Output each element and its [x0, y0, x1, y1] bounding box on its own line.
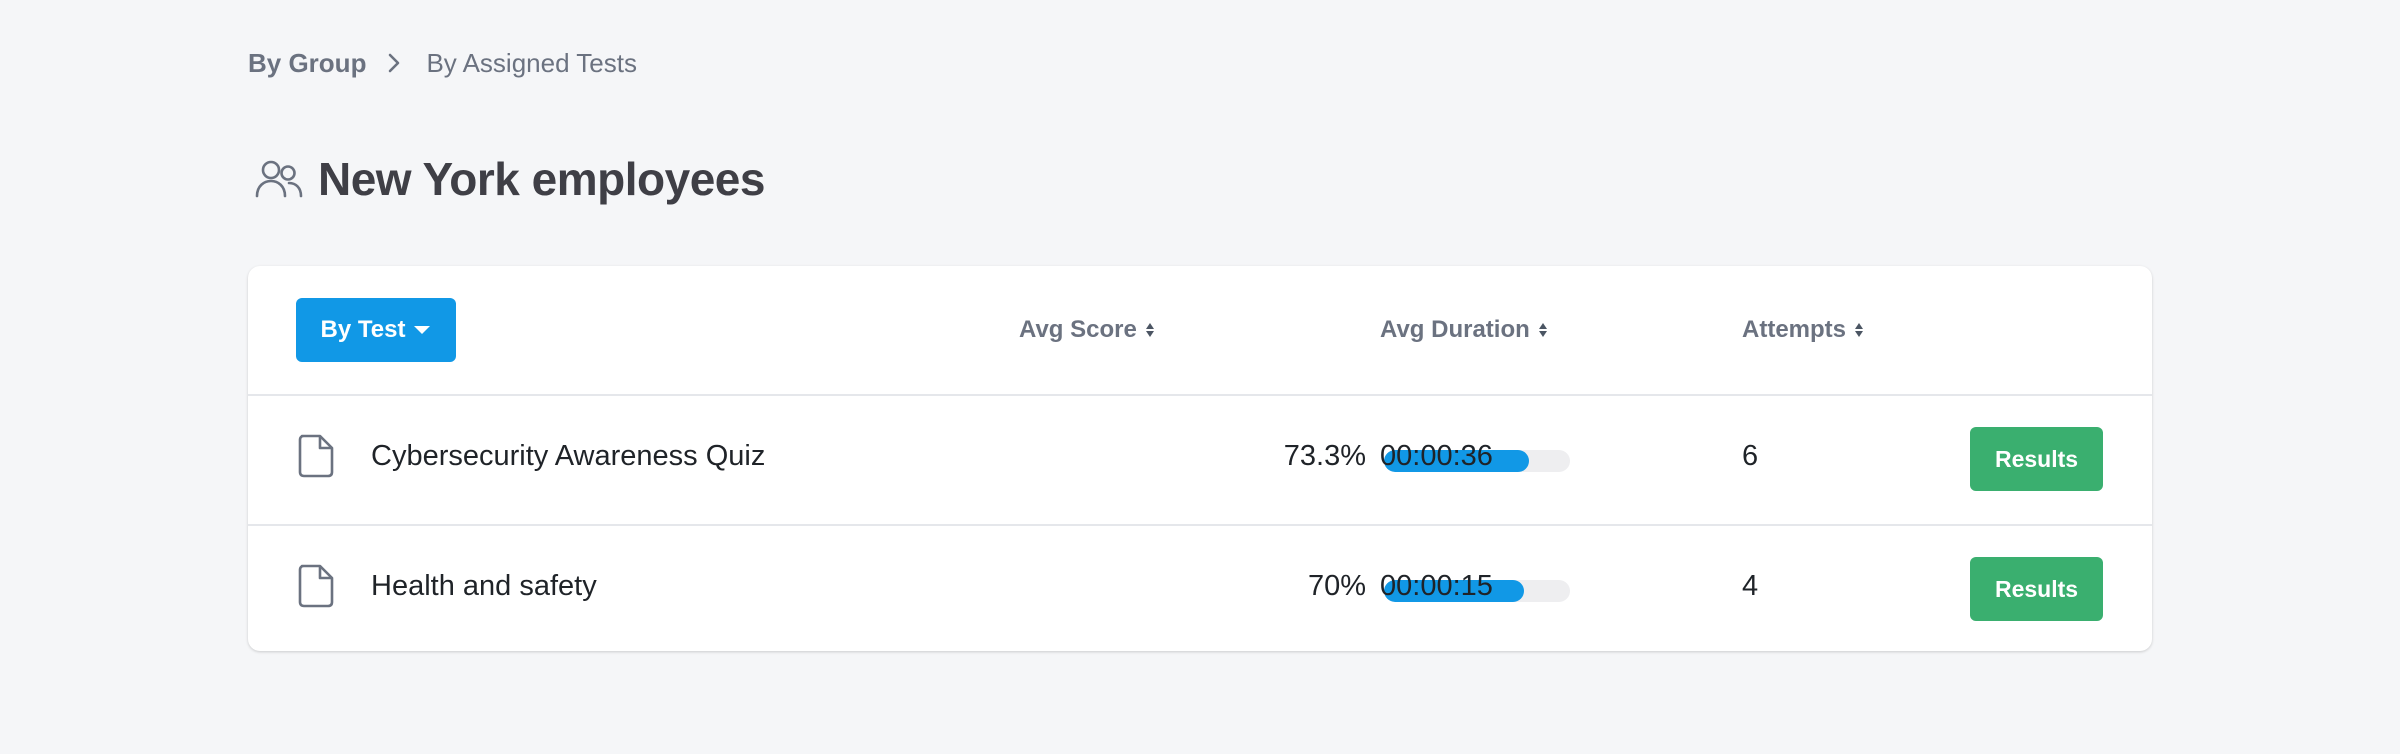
page-header: New York employees — [254, 146, 765, 212]
results-button[interactable]: Results — [1970, 427, 2103, 491]
column-header-label: Avg Score — [1019, 316, 1137, 343]
document-icon — [296, 564, 336, 608]
table-row: Health and safety 70% 00:00:15 4 Results — [248, 526, 2152, 651]
table-row: Cybersecurity Awareness Quiz 73.3% 00:00… — [248, 396, 2152, 526]
tests-table-card: By Test Avg Score Avg Duration — [248, 266, 2152, 651]
breadcrumb: By Group By Assigned Tests — [248, 44, 637, 82]
avg-duration-value: 00:00:15 — [1380, 570, 1493, 602]
column-header-label: Attempts — [1742, 316, 1847, 343]
breadcrumb-item-by-group[interactable]: By Group — [248, 47, 367, 78]
column-header-attempts[interactable]: Attempts — [1742, 314, 1864, 346]
attempts-value: 6 — [1742, 440, 1759, 472]
sort-icon — [1145, 321, 1155, 339]
document-icon — [296, 434, 336, 478]
test-name: Cybersecurity Awareness Quiz — [371, 440, 766, 472]
column-header-avg-score[interactable]: Avg Score — [1019, 314, 1155, 346]
avg-score-value: 73.3% — [1283, 440, 1366, 472]
avg-score-progress-fill — [1384, 450, 1530, 472]
results-button[interactable]: Results — [1970, 557, 2103, 621]
sort-icon — [1854, 321, 1864, 339]
chevron-right-icon — [382, 51, 406, 75]
users-icon — [254, 154, 304, 204]
by-test-label: By Test — [320, 316, 406, 343]
table-header: By Test Avg Score Avg Duration — [248, 266, 2152, 396]
column-header-label: Avg Duration — [1380, 316, 1530, 343]
column-header-avg-duration[interactable]: Avg Duration — [1380, 314, 1548, 346]
sort-icon — [1538, 321, 1548, 339]
attempts-value: 4 — [1742, 570, 1759, 602]
avg-score-progress-fill — [1384, 580, 1524, 602]
avg-score-progress-bar — [1384, 450, 1570, 472]
page-title: New York employees — [318, 153, 765, 205]
breadcrumb-item-by-assigned-tests: By Assigned Tests — [426, 47, 637, 78]
test-name: Health and safety — [371, 570, 597, 602]
avg-duration-value: 00:00:36 — [1380, 440, 1493, 472]
avg-score-progress-bar — [1384, 580, 1570, 602]
caret-down-icon — [413, 324, 431, 336]
avg-score-value: 70% — [1307, 570, 1366, 602]
by-test-dropdown-button[interactable]: By Test — [296, 298, 456, 362]
